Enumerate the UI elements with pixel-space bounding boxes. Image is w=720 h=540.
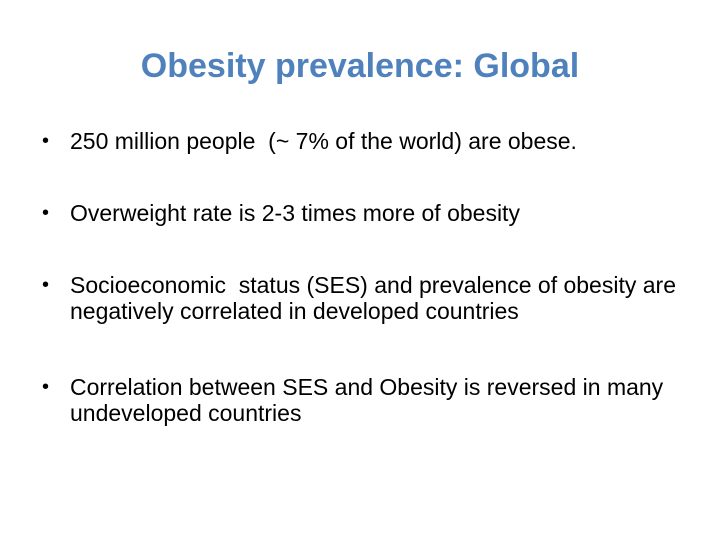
bullet-text: Overweight rate is 2-3 times more of obe… xyxy=(70,200,520,226)
bullet-list: • 250 million people (~ 7% of the world)… xyxy=(40,128,690,426)
bullet-text: Socioeconomic status (SES) and prevalenc… xyxy=(70,272,683,324)
bullet-item: • Overweight rate is 2-3 times more of o… xyxy=(40,200,690,226)
bullet-icon: • xyxy=(42,202,50,224)
bullet-item: • Correlation between SES and Obesity is… xyxy=(40,374,690,426)
bullet-text: 250 million people (~ 7% of the world) a… xyxy=(70,128,577,154)
bullet-item: • 250 million people (~ 7% of the world)… xyxy=(40,128,690,154)
bullet-icon: • xyxy=(42,130,50,152)
slide-title: Obesity prevalence: Global xyxy=(140,47,580,85)
bullet-icon: • xyxy=(42,274,50,296)
bullet-item: • Socioeconomic status (SES) and prevale… xyxy=(40,272,690,324)
bullet-text: Correlation between SES and Obesity is r… xyxy=(70,374,664,426)
bullet-icon: • xyxy=(42,376,50,398)
